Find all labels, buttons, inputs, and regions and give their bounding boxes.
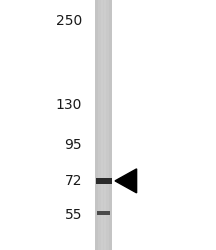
- Bar: [97, 212, 110, 215]
- Text: 130: 130: [56, 98, 82, 112]
- Polygon shape: [115, 169, 137, 193]
- Bar: [106, 0, 112, 250]
- Bar: [95, 0, 104, 250]
- Text: 250: 250: [56, 14, 82, 28]
- Bar: [95, 0, 101, 250]
- Bar: [109, 0, 112, 250]
- Bar: [95, 178, 112, 184]
- Bar: [103, 0, 112, 250]
- Text: 95: 95: [64, 138, 82, 152]
- Bar: [95, 0, 112, 250]
- Text: 55: 55: [65, 208, 82, 222]
- Bar: [95, 0, 98, 250]
- Text: 72: 72: [65, 174, 82, 188]
